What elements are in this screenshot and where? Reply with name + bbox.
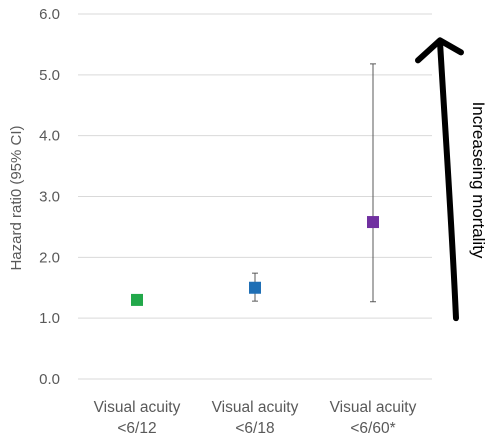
y-axis-label: Hazard rati0 (95% CI) <box>8 125 25 270</box>
data-point-marker <box>131 293 143 306</box>
y-tick-label: 2.0 <box>39 249 60 266</box>
arrow-head <box>415 37 464 64</box>
y-tick-label: 1.0 <box>39 310 60 327</box>
x-axis-ticks: Visual acuity <6/12 Visual acuity <6/18 Visu… <box>94 399 417 437</box>
x-tick-label: Visual acuity <box>330 399 417 416</box>
arrow-shaft <box>437 39 459 322</box>
y-tick-label: 5.0 <box>39 67 60 84</box>
data-point-marker <box>367 216 379 229</box>
increasing-mortality-label: Increaseing mortality <box>469 102 488 259</box>
x-tick-label: <6/18 <box>235 420 274 437</box>
mortality-arrow <box>415 37 464 322</box>
x-tick-label: Visual acuity <box>212 399 299 416</box>
gridlines <box>78 13 432 380</box>
data-point-marker <box>249 281 261 294</box>
x-tick-label: <6/12 <box>117 420 156 437</box>
y-tick-label: 6.0 <box>39 6 60 23</box>
y-tick-label: 4.0 <box>39 128 60 145</box>
x-tick-label: <6/60* <box>350 420 395 437</box>
y-tick-label: 3.0 <box>39 189 60 206</box>
x-tick-label: Visual acuity <box>94 399 181 416</box>
error-bars <box>252 63 376 303</box>
data-points <box>131 216 379 306</box>
y-tick-label: 0.0 <box>39 371 60 388</box>
y-axis-ticks: 0.0 1.0 2.0 3.0 4.0 5.0 6.0 <box>39 6 60 388</box>
